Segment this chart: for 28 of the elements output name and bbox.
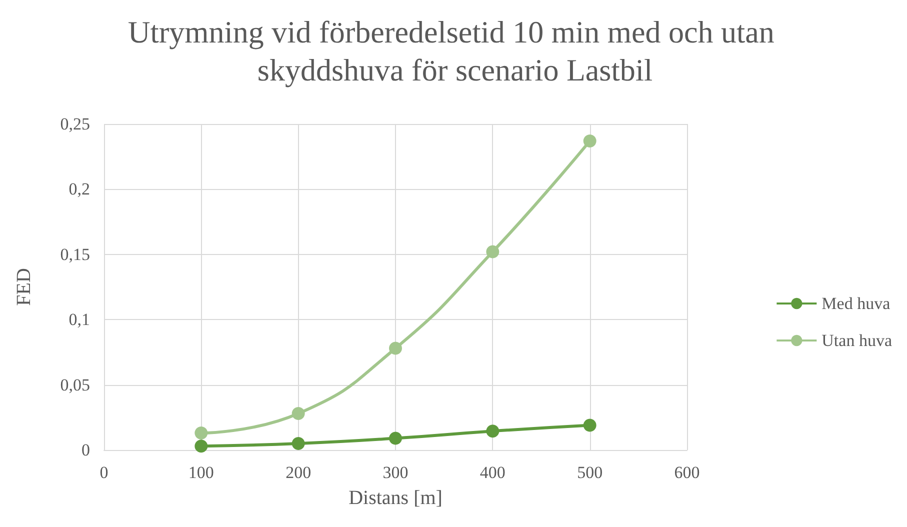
point bbox=[389, 432, 402, 445]
point bbox=[583, 418, 596, 432]
y-tick-label: 0,05 bbox=[60, 375, 90, 394]
point bbox=[194, 440, 208, 453]
legend-label: Med huva bbox=[822, 294, 891, 313]
y-tick-label: 0,15 bbox=[60, 244, 90, 264]
point bbox=[583, 134, 596, 148]
y-tick-label: 0,1 bbox=[68, 310, 90, 330]
point bbox=[292, 406, 305, 420]
x-tick-label: 200 bbox=[286, 463, 312, 482]
y-tick-label: 0,2 bbox=[68, 180, 90, 199]
point bbox=[389, 342, 402, 355]
legend-label: Utan huva bbox=[822, 331, 892, 350]
chart-title: Utrymning vid förberedelsetid 10 min med och utan skyddshuva för scenario Lastbil bbox=[128, 14, 782, 88]
x-tick-label: 300 bbox=[382, 463, 408, 482]
x-tick-label: 600 bbox=[674, 463, 700, 482]
x-tick-label: 500 bbox=[577, 463, 603, 482]
point bbox=[486, 245, 500, 258]
y-tick-label: 0 bbox=[82, 440, 90, 460]
y-tick-label: 0,25 bbox=[60, 114, 90, 134]
x-tick-label: 0 bbox=[100, 463, 108, 482]
point bbox=[486, 424, 500, 438]
point bbox=[292, 436, 305, 450]
x-axis-title: Distans [m] bbox=[348, 487, 442, 509]
y-axis-title: FED bbox=[13, 268, 35, 306]
x-tick-label: 100 bbox=[188, 463, 214, 482]
x-tick-label: 400 bbox=[480, 463, 506, 482]
point bbox=[194, 426, 208, 440]
